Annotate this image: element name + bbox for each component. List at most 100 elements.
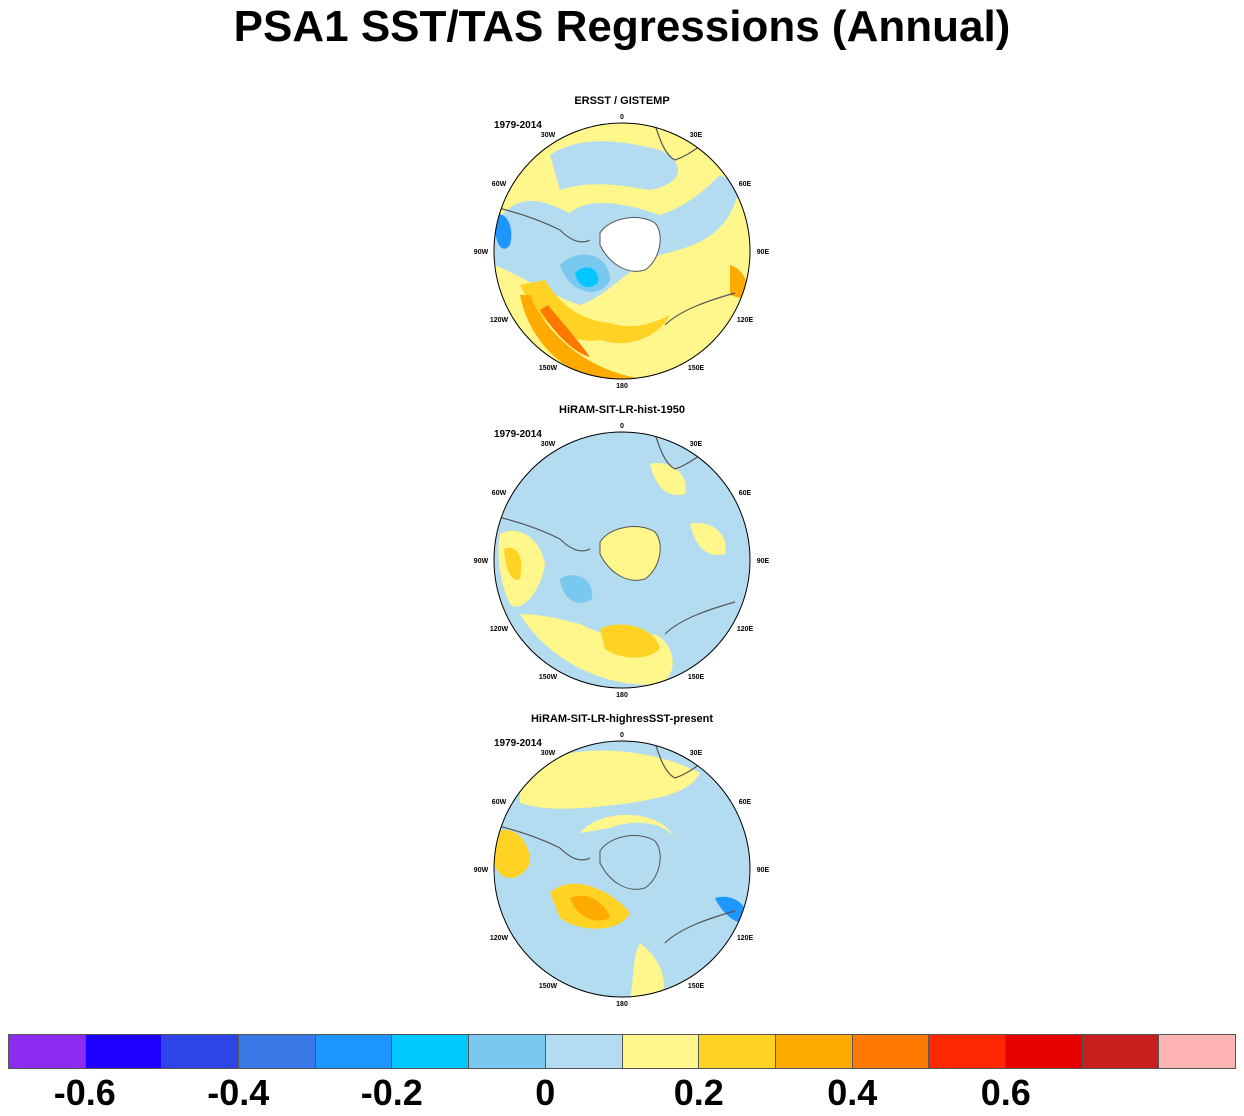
lon-label: 60W	[492, 490, 507, 497]
positive-anomaly-north	[520, 750, 700, 809]
lon-label: 120E	[737, 935, 754, 942]
map-frame	[493, 122, 751, 380]
lon-label: 30W	[541, 750, 556, 757]
positive-core-pacific	[600, 624, 660, 658]
colorbar-segment	[622, 1035, 700, 1068]
panel-period: 1979-2014	[494, 738, 542, 749]
lon-label: 180	[616, 383, 628, 390]
positive-west-edge	[494, 829, 530, 878]
colorbar-segment	[1082, 1035, 1160, 1068]
colorbar-segment	[239, 1035, 316, 1068]
main-title: PSA1 SST/TAS Regressions (Annual)	[233, 2, 1011, 51]
coastline-australia	[664, 910, 736, 944]
panel-title: HiRAM-SIT-LR-highresSST-present	[530, 713, 714, 725]
coastline-australia	[664, 292, 736, 326]
coastline-australia	[664, 601, 736, 635]
strong-negative-core	[575, 267, 599, 288]
lon-label: 150E	[688, 983, 705, 990]
colorbar-segment	[469, 1035, 546, 1068]
colorbar-tick-label: -0.6	[53, 1072, 116, 1113]
lon-label: 120E	[737, 317, 754, 324]
colorbar-segment	[1159, 1035, 1235, 1068]
negative-amundsen	[560, 575, 593, 603]
polar-map-highressst: 0 30E 60E 90E 120E 150E 180 150W 120W 90…	[474, 732, 770, 1008]
positive-anomaly-south	[520, 295, 670, 379]
coastline-south-america	[494, 206, 591, 243]
lon-label: 30E	[690, 441, 703, 448]
map-panel-ersst: ERSST / GISTEMP 1979-2014 0 30E 60E 90E …	[460, 95, 784, 395]
antarctica	[599, 835, 661, 890]
negative-anomaly-region-north	[550, 141, 679, 190]
positive-west-core	[504, 547, 522, 580]
lon-label: 90W	[474, 249, 489, 256]
lon-label: 120E	[737, 626, 754, 633]
colorbar-segment	[315, 1035, 393, 1068]
colorbar-tick-label: 0.4	[827, 1072, 878, 1113]
colorbar-segment	[929, 1035, 1006, 1068]
colorbar-tick-label: 0.2	[673, 1072, 724, 1113]
colorbar-segment	[852, 1035, 930, 1068]
lon-label: 90W	[474, 558, 489, 565]
panel-title: HiRAM-SIT-LR-hist-1950	[559, 404, 685, 416]
positive-anomaly-ring	[580, 814, 675, 838]
lon-label: 150E	[688, 674, 705, 681]
lon-label: 120W	[490, 935, 509, 942]
lon-label: 120W	[490, 317, 509, 324]
colorbar-segment	[775, 1035, 853, 1068]
map-panel-hist-1950: HiRAM-SIT-LR-hist-1950 1979-2014 0 30E 6…	[460, 404, 784, 704]
colorbar-tick-label: -0.2	[360, 1072, 423, 1113]
positive-patches-indian	[650, 463, 686, 495]
lon-label: 0	[620, 732, 624, 739]
lon-label: 90E	[757, 249, 770, 256]
negative-west-edge	[494, 214, 512, 249]
positive-pacific-south	[630, 943, 664, 997]
lon-label: 60W	[492, 799, 507, 806]
lon-label: 150W	[539, 983, 558, 990]
colorbar-segment	[392, 1035, 470, 1068]
panel-title: ERSST / GISTEMP	[574, 95, 670, 107]
lon-label: 150W	[539, 674, 558, 681]
colorbar-segment	[1005, 1035, 1083, 1068]
lon-label: 30W	[541, 132, 556, 139]
colorbar-segment	[545, 1035, 623, 1068]
positive-anomaly-pacific	[520, 614, 673, 685]
lon-label: 90E	[757, 558, 770, 565]
antarctica-mask	[599, 217, 661, 272]
positive-patches-east	[690, 523, 726, 555]
polar-map-hist-1950: 0 30E 60E 90E 120E 150E 180 150W 120W 90…	[474, 423, 770, 699]
lon-label: 30E	[690, 132, 703, 139]
colorbar-segment	[162, 1035, 240, 1068]
map-panel-highressst: HiRAM-SIT-LR-highresSST-present 1979-201…	[460, 713, 784, 1013]
negative-australia-edge	[715, 896, 749, 924]
lon-label: 120W	[490, 626, 509, 633]
colorbar-tick-label: 0	[535, 1072, 556, 1113]
strong-positive-amundsen	[570, 895, 610, 921]
panel-period: 1979-2014	[494, 429, 542, 440]
map-frame	[493, 740, 751, 998]
colorbar-segment	[9, 1035, 86, 1068]
lon-label: 180	[616, 692, 628, 699]
lon-label: 0	[620, 423, 624, 430]
colorbar	[8, 1034, 1236, 1069]
lon-label: 150W	[539, 365, 558, 372]
polar-map-ersst: 0 30E 60E 90E 120E 150E 180 150W 120W 90…	[474, 114, 770, 390]
colorbar-segment	[85, 1035, 163, 1068]
lon-label: 60E	[739, 181, 752, 188]
lon-label: 60E	[739, 799, 752, 806]
coastline-south-america	[494, 515, 591, 552]
panel-period: 1979-2014	[494, 120, 542, 131]
lon-label: 0	[620, 114, 624, 121]
lon-label: 90E	[757, 867, 770, 874]
lon-label: 60E	[739, 490, 752, 497]
colorbar-tick-label: 0.6	[980, 1072, 1031, 1113]
strong-positive-core	[540, 305, 590, 357]
lon-label: 150E	[688, 365, 705, 372]
antarctica	[599, 526, 661, 581]
coastline-south-america	[494, 824, 591, 861]
lon-label: 30E	[690, 750, 703, 757]
colorbar-segment	[699, 1035, 776, 1068]
lon-label: 180	[616, 1001, 628, 1008]
colorbar-tick-label: -0.4	[207, 1072, 270, 1113]
map-frame	[493, 431, 751, 689]
lon-label: 30W	[541, 441, 556, 448]
